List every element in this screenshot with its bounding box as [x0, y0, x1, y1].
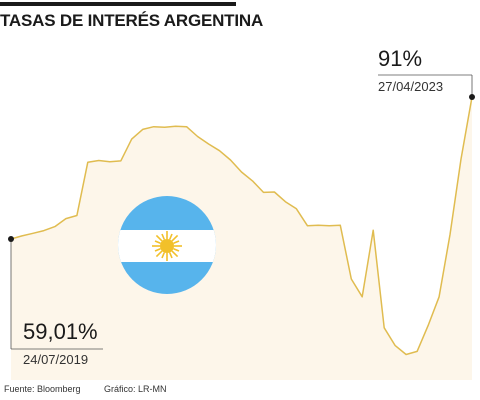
sun-ray: [154, 247, 161, 252]
start-point-marker: [8, 235, 14, 242]
end-point-marker: [469, 93, 475, 100]
sun-ray: [155, 234, 163, 242]
sun-of-may-icon: [152, 231, 182, 261]
start-value-label: 59,01%: [23, 319, 98, 344]
sun-ray: [168, 233, 173, 240]
sun-ray: [161, 252, 166, 259]
end-value-label: 91%: [378, 46, 423, 71]
source-note: Fuente: Bloomberg: [4, 384, 81, 394]
sun-ray: [161, 233, 166, 240]
start-date-label: 24/07/2019: [23, 352, 89, 367]
title-rule: [0, 2, 236, 6]
sun-disc: [160, 239, 174, 253]
sun-ray: [154, 240, 161, 245]
sun-ray: [171, 234, 179, 242]
chart-title: TASAS DE INTERÉS ARGENTINA: [0, 11, 264, 30]
rate-line: [10, 96, 473, 356]
sun-ray: [171, 250, 179, 258]
credit-note: Gráfico: LR-MN: [104, 384, 167, 394]
sun-ray: [155, 250, 163, 258]
rate-area: [11, 97, 472, 380]
end-date-label: 27/04/2023: [378, 79, 444, 94]
sun-ray: [168, 252, 173, 259]
sun-ray: [173, 247, 180, 252]
argentina-flag-icon: [118, 196, 216, 294]
sun-ray: [173, 240, 180, 245]
